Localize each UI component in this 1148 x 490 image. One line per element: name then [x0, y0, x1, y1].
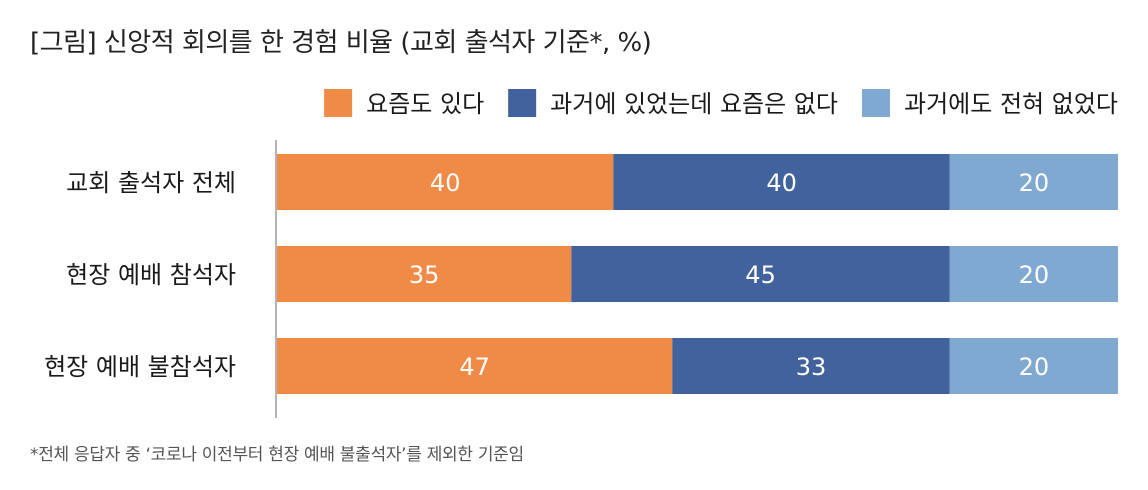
legend: 요즘도 있다 과거에 있었는데 요즘은 없다 과거에도 전혀 없었다	[324, 89, 1118, 118]
legend-item: 요즘도 있다	[324, 89, 484, 118]
bar-segment	[571, 246, 950, 302]
footnote: *전체 응답자 중 ‘코로나 이전부터 현장 예배 불출석자’를 제외한 기준임	[30, 445, 524, 465]
chart-title: [그림] 신앙적 회의를 한 경험 비율 (교회 출석자 기준*, %)	[30, 28, 652, 58]
bar-segment	[672, 338, 950, 394]
data-label: 40	[430, 169, 461, 197]
bar-segment	[277, 246, 572, 302]
data-label: 45	[745, 261, 776, 289]
data-label: 20	[1019, 261, 1050, 289]
category-label: 현장 예배 참석자	[66, 261, 236, 289]
legend-swatch	[862, 89, 891, 117]
bar-segment	[277, 338, 673, 394]
legend-item: 과거에 있었는데 요즘은 없다	[508, 89, 838, 118]
bar-segment	[949, 154, 1118, 210]
data-label: 33	[796, 353, 827, 381]
legend-label: 요즘도 있다	[366, 90, 484, 118]
bar-segment	[277, 154, 614, 210]
data-label: 20	[1019, 353, 1050, 381]
bar-segment	[949, 246, 1118, 302]
data-label: 35	[409, 261, 440, 289]
category-label: 교회 출석자 전체	[66, 169, 236, 197]
legend-label: 과거에도 전혀 없었다	[904, 90, 1118, 118]
data-label: 47	[459, 353, 490, 381]
data-label: 40	[766, 169, 797, 197]
bar-segment	[949, 338, 1118, 394]
legend-item: 과거에도 전혀 없었다	[862, 89, 1118, 118]
bars: 40 40 20 35 45 20 47 33 20	[277, 154, 1118, 394]
bar-segment	[613, 154, 950, 210]
legend-swatch	[324, 89, 353, 117]
legend-swatch	[508, 89, 537, 117]
data-label: 20	[1019, 169, 1050, 197]
category-label: 현장 예배 불참석자	[44, 353, 236, 381]
legend-label: 과거에 있었는데 요즘은 없다	[550, 90, 838, 118]
